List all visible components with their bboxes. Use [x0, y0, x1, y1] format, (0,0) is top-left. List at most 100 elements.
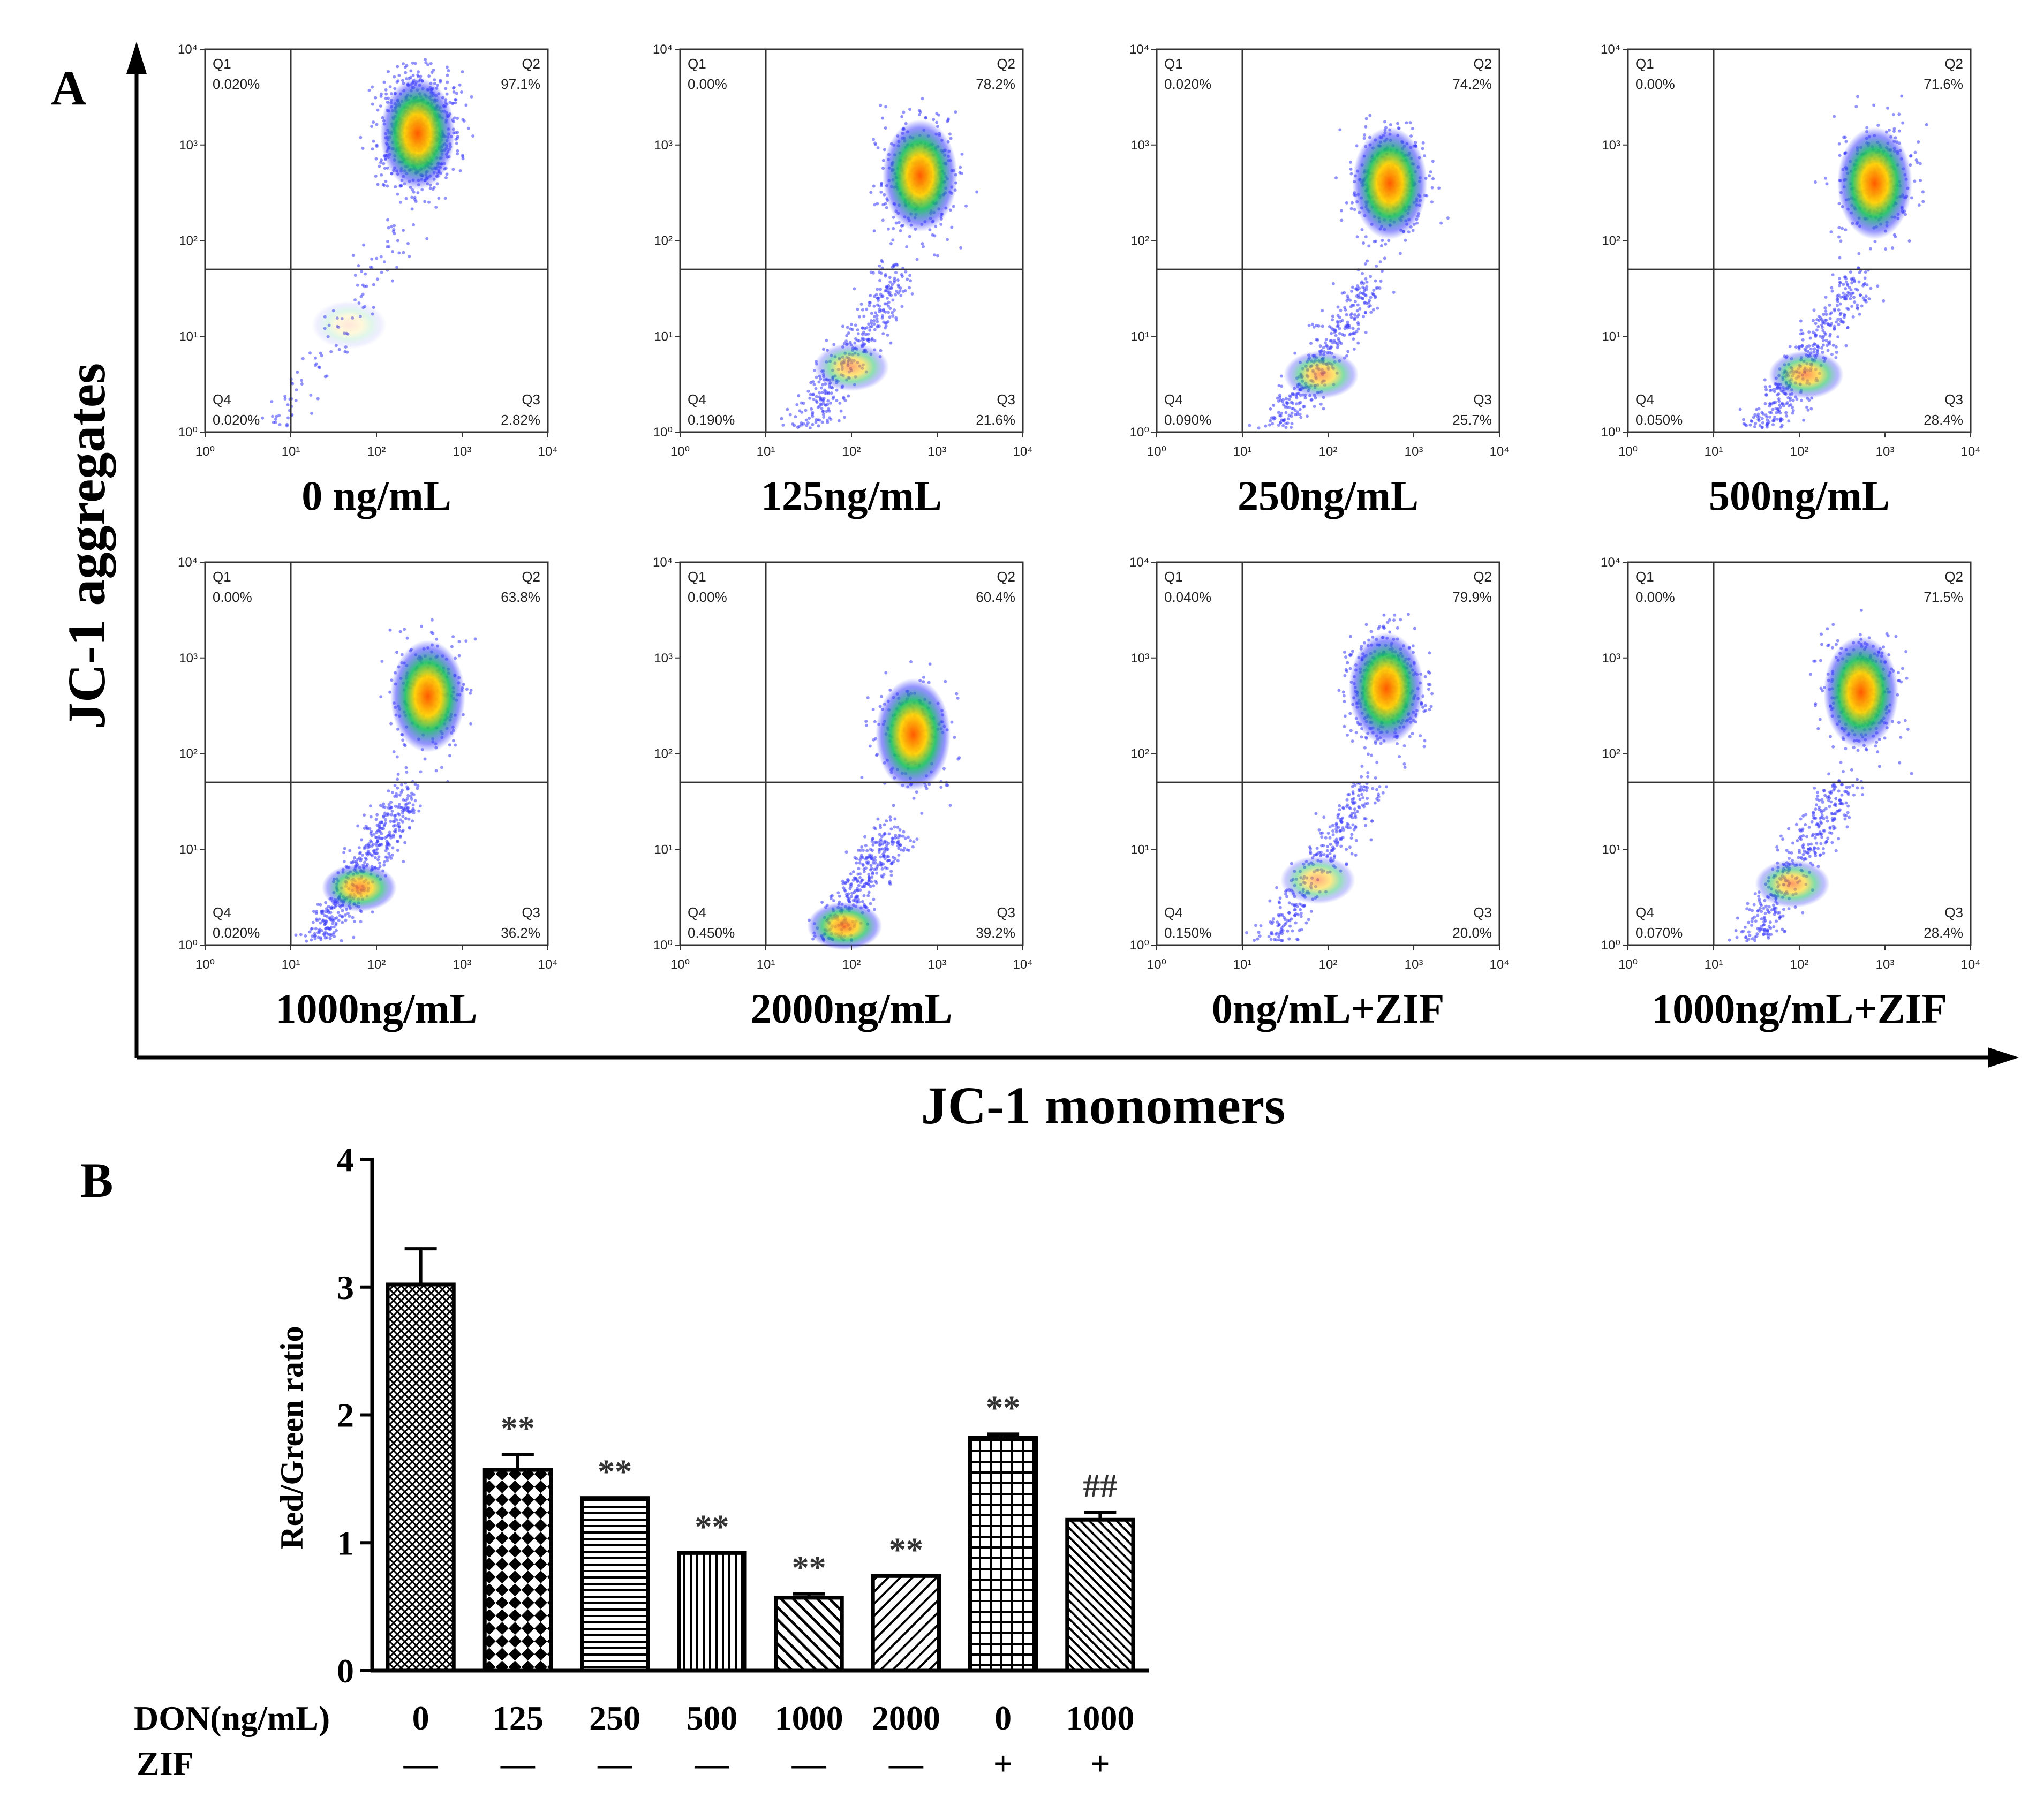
event-dot — [1411, 732, 1414, 736]
event-dot — [296, 371, 299, 374]
event-dot — [805, 418, 809, 422]
event-dot — [1813, 180, 1817, 184]
event-dot — [360, 269, 364, 273]
event-dot — [386, 239, 390, 243]
event-dot — [353, 919, 357, 923]
event-dot — [413, 62, 417, 65]
event-dot — [890, 862, 894, 865]
event-dot — [1353, 300, 1357, 304]
event-dot — [419, 74, 423, 78]
event-dot — [359, 920, 363, 924]
event-dot — [1886, 106, 1890, 110]
event-dot — [391, 790, 395, 794]
event-dot — [809, 392, 812, 396]
density-tail — [1768, 350, 1844, 399]
event-dot — [1809, 347, 1813, 351]
event-dot — [1254, 924, 1258, 927]
event-dot — [456, 152, 459, 156]
event-dot — [371, 102, 374, 106]
event-dot — [1345, 201, 1348, 205]
event-dot — [861, 849, 865, 852]
event-dot — [1900, 94, 1904, 98]
event-dot — [835, 399, 839, 403]
event-dot — [360, 838, 364, 842]
event-dot — [1815, 328, 1819, 332]
event-dot — [1365, 280, 1369, 284]
event-dot — [1764, 388, 1768, 391]
event-dot — [455, 141, 458, 145]
event-dot — [1349, 315, 1353, 319]
event-dot — [1362, 289, 1366, 293]
event-dot — [366, 851, 370, 855]
event-dot — [394, 185, 397, 188]
event-dot — [870, 840, 874, 843]
event-dot — [1837, 293, 1841, 297]
event-dot — [389, 722, 393, 726]
event-dot — [361, 292, 365, 296]
event-dot — [1292, 407, 1295, 411]
event-dot — [1367, 305, 1371, 308]
event-dot — [435, 637, 439, 641]
event-dot — [1363, 133, 1367, 137]
event-dot — [903, 846, 907, 850]
event-dot — [389, 820, 393, 824]
event-dot — [1856, 303, 1859, 307]
event-dot — [1279, 421, 1283, 425]
event-dot — [393, 829, 396, 833]
event-dot — [1364, 235, 1368, 239]
event-dot — [321, 919, 325, 923]
event-dot — [1309, 342, 1313, 345]
event-dot — [1839, 239, 1843, 243]
q3-label: Q3 — [1473, 391, 1492, 407]
event-dot — [1296, 913, 1300, 917]
event-dot — [1355, 235, 1359, 239]
event-dot — [356, 824, 360, 828]
event-dot — [860, 879, 864, 882]
event-dot — [1334, 176, 1338, 180]
event-dot — [384, 96, 388, 100]
q4-value: 0.190% — [688, 412, 735, 428]
event-dot — [1314, 812, 1318, 815]
event-dot — [394, 804, 397, 808]
event-dot — [330, 915, 334, 919]
plot-caption: 500ng/mL — [1709, 472, 1890, 519]
event-dot — [384, 179, 388, 183]
event-dot — [376, 183, 380, 186]
event-dot — [815, 401, 819, 404]
event-dot — [825, 410, 828, 413]
event-dot — [404, 798, 408, 802]
event-dot — [886, 311, 890, 314]
event-dot — [1361, 296, 1364, 300]
event-dot — [889, 818, 893, 822]
event-dot — [341, 920, 344, 924]
event-dot — [396, 812, 400, 816]
event-dot — [375, 836, 379, 840]
event-dot — [1284, 426, 1288, 429]
event-dot — [1824, 338, 1828, 342]
event-dot — [1348, 298, 1352, 302]
event-dot — [1824, 176, 1828, 180]
event-dot — [1322, 407, 1325, 411]
y-tick-label: 10³ — [1602, 138, 1620, 153]
event-dot — [405, 770, 409, 774]
event-dot — [902, 830, 906, 834]
event-dot — [884, 321, 887, 325]
event-dot — [1352, 347, 1356, 351]
event-dot — [883, 832, 887, 836]
event-dot — [1864, 270, 1867, 274]
q4-value: 0.090% — [1164, 412, 1211, 428]
event-dot — [888, 276, 892, 280]
event-dot — [888, 815, 892, 819]
event-dot — [363, 860, 367, 864]
event-dot — [1884, 247, 1888, 251]
event-dot — [283, 395, 287, 398]
event-dot — [1787, 404, 1791, 407]
x-tick-label: 10² — [367, 957, 386, 972]
event-dot — [1328, 836, 1332, 840]
event-dot — [1892, 233, 1896, 237]
event-dot — [1824, 309, 1828, 313]
event-dot — [454, 98, 457, 102]
event-dot — [1764, 394, 1768, 397]
event-dot — [912, 796, 916, 800]
event-dot — [1305, 414, 1309, 418]
